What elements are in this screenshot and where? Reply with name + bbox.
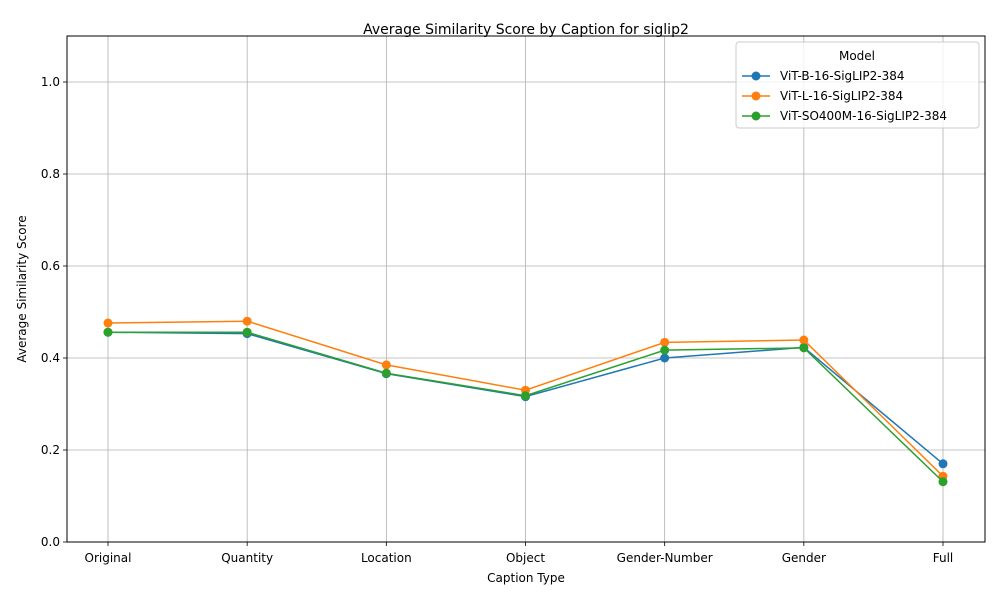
data-point — [938, 459, 948, 469]
grid — [67, 36, 985, 543]
x-tick-label: Quantity — [221, 551, 273, 565]
legend-items: ViT-B-16-SigLIP2-384 ViT-L-16-SigLIP2-384… — [742, 69, 947, 123]
legend-box — [735, 41, 980, 129]
y-tick-label: 0.2 — [41, 443, 60, 457]
legend-label: ViT-B-16-SigLIP2-384 — [780, 69, 904, 83]
y-tick-label: 0.0 — [41, 535, 60, 549]
data-point — [938, 477, 948, 487]
data-point — [242, 327, 252, 337]
series-3 — [103, 327, 948, 487]
plot-area-frame — [66, 35, 986, 543]
data-point — [660, 353, 670, 363]
legend-marker — [751, 71, 761, 81]
data-point — [103, 318, 113, 328]
legend-item: ViT-L-16-SigLIP2-384 — [742, 89, 903, 103]
y-axis-title: Average Similarity Score — [15, 215, 29, 362]
x-tick-label: Original — [85, 551, 132, 565]
data-point — [381, 360, 391, 370]
legend-marker — [751, 111, 761, 121]
legend-marker — [751, 91, 761, 101]
axis-ticks: Original Quantity Location Object Gender-Num… — [41, 75, 953, 565]
data-point — [799, 335, 809, 345]
data-point — [381, 368, 391, 378]
data-point — [103, 327, 113, 337]
legend-item: ViT-B-16-SigLIP2-384 — [742, 69, 904, 83]
x-tick-label: Object — [506, 551, 545, 565]
data-point — [242, 316, 252, 326]
x-axis-title: Caption Type — [487, 571, 565, 585]
data-point — [660, 345, 670, 355]
x-tick-label: Location — [361, 551, 412, 565]
legend-item: ViT-SO400M-16-SigLIP2-384 — [742, 109, 947, 123]
y-tick-label: 0.8 — [41, 167, 60, 181]
legend-label: ViT-L-16-SigLIP2-384 — [780, 89, 903, 103]
legend-title: Model — [839, 49, 875, 63]
legend: Model ViT-B-16-SigLIP2-384 ViT-L-16-SigLI… — [735, 41, 980, 129]
series-layer — [103, 316, 948, 487]
chart-title: Average Similarity Score by Caption for … — [363, 22, 689, 38]
x-tick-label: Gender — [782, 551, 826, 565]
x-tick-label: Full — [933, 551, 954, 565]
data-point — [521, 391, 530, 401]
y-tick-label: 0.4 — [41, 351, 60, 365]
x-tick-label: Gender-Number — [617, 551, 713, 565]
data-point — [660, 337, 670, 347]
series-2 — [103, 316, 948, 481]
data-point — [799, 343, 809, 353]
y-tick-label: 0.6 — [41, 259, 60, 273]
legend-label: ViT-SO400M-16-SigLIP2-384 — [780, 109, 947, 123]
y-tick-label: 1.0 — [41, 75, 60, 89]
